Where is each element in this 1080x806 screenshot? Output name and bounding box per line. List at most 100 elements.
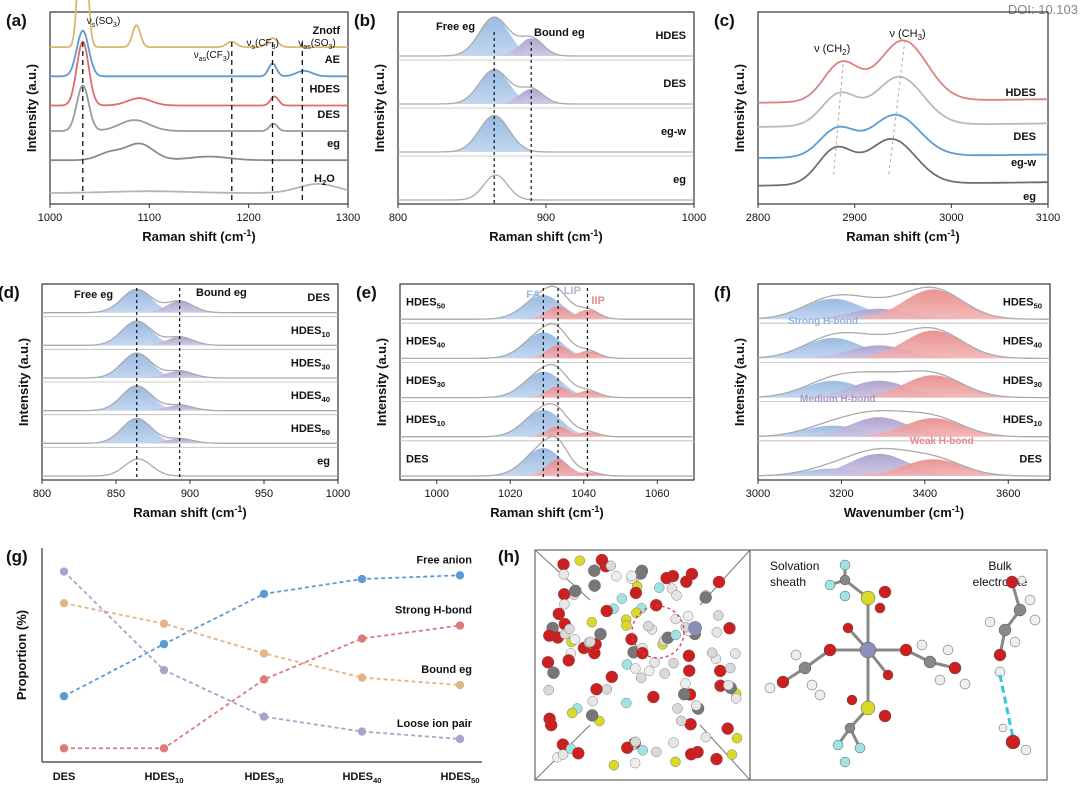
atom bbox=[839, 590, 851, 602]
envelope-line bbox=[398, 114, 694, 153]
atom bbox=[725, 662, 736, 674]
y-axis-label: Intensity (a.u.) bbox=[16, 338, 31, 426]
series-label: eg bbox=[673, 174, 686, 186]
simulation-frame bbox=[534, 549, 1048, 781]
series-line-Znotf bbox=[50, 0, 348, 48]
deconvolved-peak bbox=[400, 345, 694, 359]
data-point bbox=[259, 675, 269, 684]
x-tick-label: 2900 bbox=[842, 212, 866, 224]
panel-e: (e) Intensity (a.u.) 1000 1020 1040 1060 Raman… bbox=[356, 283, 695, 520]
solvation-highlight bbox=[631, 605, 685, 659]
atom bbox=[569, 634, 581, 645]
atom bbox=[710, 752, 723, 766]
series-label: HDES10 bbox=[291, 325, 330, 339]
x-axis-label: Raman shift (cm-1) bbox=[489, 228, 603, 244]
plot-frame bbox=[399, 283, 695, 481]
series-label: DES bbox=[317, 109, 340, 121]
deconvolved-peak bbox=[758, 375, 1050, 398]
atom bbox=[839, 574, 851, 586]
panel-d: (d) Intensity (a.u.) 800 850 900 950 1000 Raman… bbox=[0, 283, 350, 520]
series-label: DES bbox=[406, 453, 429, 465]
x-tick-label: 1000 bbox=[38, 212, 62, 224]
panel-c: (c) Intensity (a.u.) 2800 2900 3000 3100 Raman… bbox=[714, 11, 1060, 244]
series-line bbox=[63, 570, 461, 740]
series-label: AE bbox=[325, 54, 340, 66]
atom bbox=[1017, 575, 1027, 585]
atom bbox=[844, 722, 856, 734]
data-point bbox=[59, 599, 69, 608]
atom bbox=[586, 617, 597, 628]
series-line bbox=[64, 624, 461, 750]
data-point bbox=[59, 744, 69, 753]
atom bbox=[552, 607, 565, 621]
envelope-line bbox=[42, 352, 338, 379]
deconvolved-peak bbox=[398, 69, 694, 104]
deconvolved-peak bbox=[42, 438, 338, 444]
atom bbox=[637, 745, 648, 756]
series-label: eg bbox=[327, 138, 340, 150]
atom bbox=[682, 610, 694, 622]
series-line-eg bbox=[50, 142, 348, 162]
atom bbox=[948, 661, 962, 675]
deconvolved-peak bbox=[42, 418, 338, 444]
atom bbox=[621, 697, 632, 709]
x-tick-label: 3200 bbox=[829, 488, 853, 500]
atom bbox=[676, 715, 687, 726]
y-axis-label: Proportion (%) bbox=[14, 610, 29, 700]
deconvolved-peak bbox=[42, 353, 338, 378]
atom bbox=[721, 722, 734, 735]
y-axis-label: Intensity (a.u.) bbox=[374, 338, 389, 426]
deconvolved-peak bbox=[758, 337, 1050, 359]
x-tick-label: 1020 bbox=[498, 488, 522, 500]
atom bbox=[629, 586, 643, 600]
deconvolved-peak bbox=[400, 295, 694, 320]
free-eg-label: Free eg bbox=[74, 289, 113, 301]
plot-frame bbox=[757, 283, 1051, 481]
atom bbox=[839, 559, 851, 571]
bound-eg-label: Bound eg bbox=[196, 287, 247, 299]
x-tick-label: 800 bbox=[389, 212, 407, 224]
series-label: HDES40 bbox=[291, 390, 330, 404]
x-tick-label: 950 bbox=[255, 488, 273, 500]
envelope-line bbox=[42, 320, 338, 346]
atom bbox=[605, 670, 618, 684]
atom bbox=[846, 694, 858, 706]
solvation-sheath-label: sheath bbox=[770, 575, 806, 589]
deconvolved-peak bbox=[758, 330, 1050, 359]
atom bbox=[670, 756, 681, 767]
data-point bbox=[357, 574, 367, 584]
series-label: HDES40 bbox=[406, 336, 445, 350]
data-point bbox=[159, 744, 169, 753]
atom bbox=[590, 683, 603, 696]
deconvolved-peak bbox=[42, 405, 338, 411]
series-line-H2O bbox=[50, 183, 349, 194]
atom bbox=[569, 584, 582, 598]
atom bbox=[683, 664, 696, 677]
iip-label: IIP bbox=[591, 295, 604, 307]
envelope-line bbox=[400, 363, 693, 399]
atom bbox=[878, 585, 892, 599]
atom bbox=[647, 690, 660, 704]
atom bbox=[634, 567, 647, 580]
atom bbox=[1009, 636, 1021, 648]
series-line-eg-w bbox=[758, 113, 1049, 159]
atom bbox=[684, 718, 697, 731]
atom bbox=[562, 654, 575, 667]
atom bbox=[731, 693, 742, 704]
x-tick-label: HDES50 bbox=[440, 771, 479, 785]
deconvolved-peak bbox=[758, 453, 1050, 476]
data-point bbox=[259, 589, 269, 599]
bulk-electrolyte-label: Bulk bbox=[988, 559, 1012, 573]
x-axis-label: Wavenumber (cm-1) bbox=[844, 504, 964, 520]
series-label: HDES10 bbox=[1003, 414, 1042, 428]
peak-annotation: νas(SO3) bbox=[298, 38, 335, 51]
deconvolved-peak bbox=[400, 371, 694, 398]
x-tick-label: HDES40 bbox=[342, 771, 381, 785]
atom bbox=[713, 610, 724, 621]
x-tick-label: 800 bbox=[33, 488, 51, 500]
atom bbox=[860, 590, 876, 606]
envelope-line bbox=[42, 288, 338, 314]
atom bbox=[1013, 603, 1027, 617]
